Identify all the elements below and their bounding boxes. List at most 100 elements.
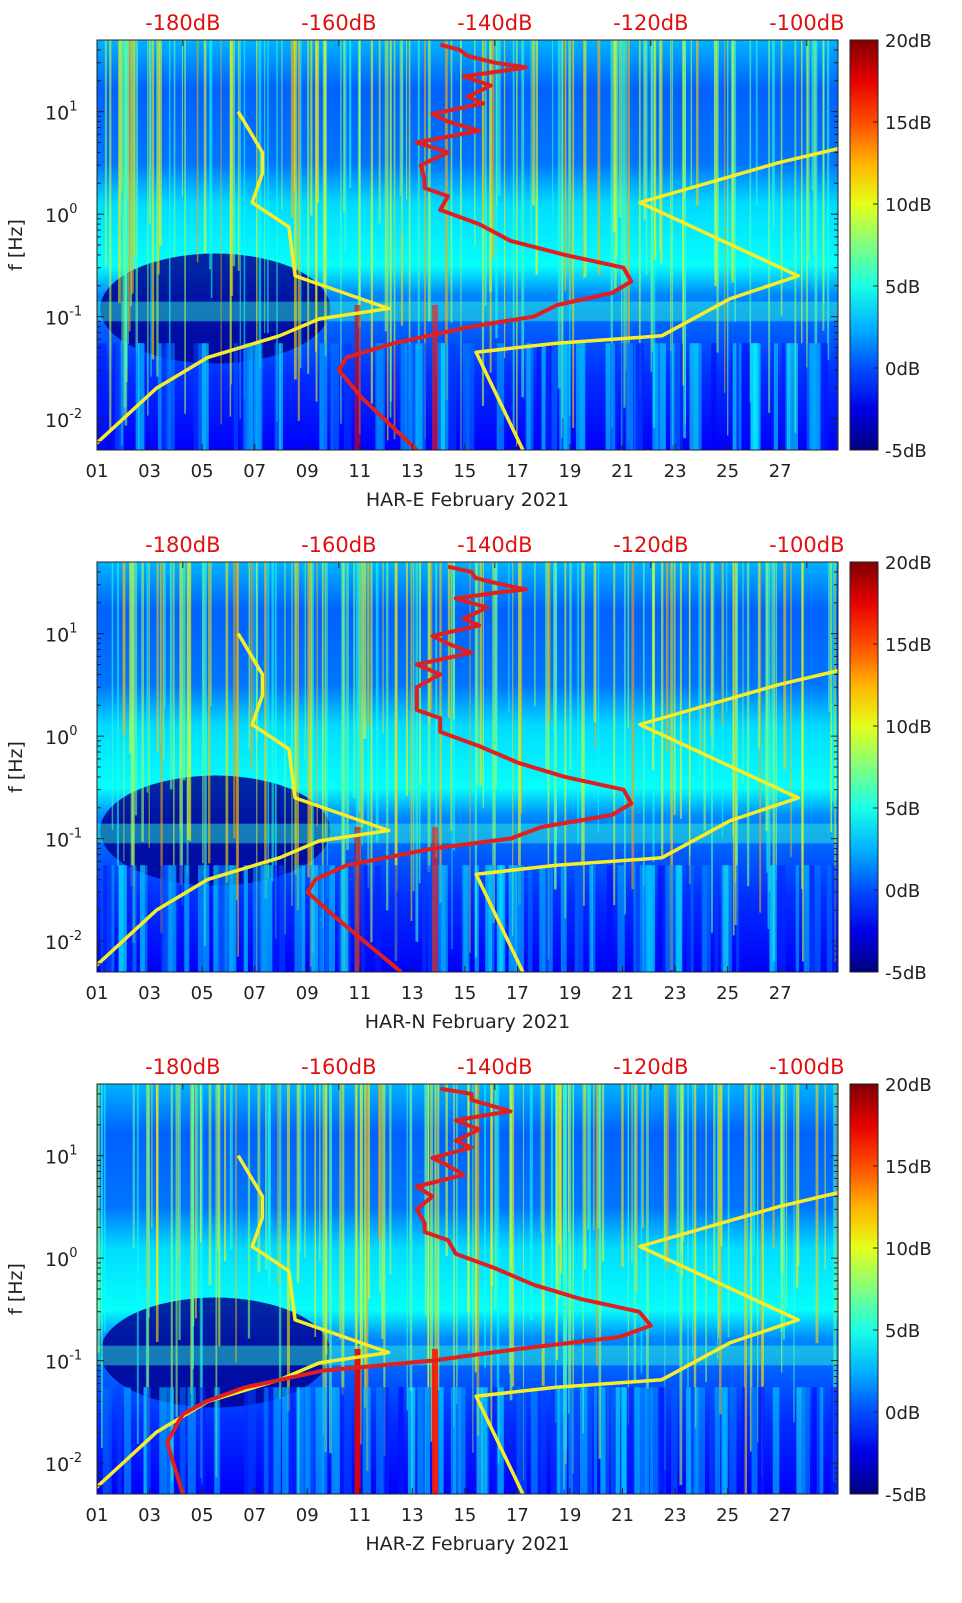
column-block — [317, 865, 323, 972]
transient-streak — [296, 1084, 300, 1283]
column-block — [758, 1387, 764, 1494]
transient-streak — [156, 562, 159, 753]
transient-streak — [256, 40, 258, 448]
transient-streak — [583, 40, 585, 279]
column-block — [496, 343, 505, 450]
y-axis-label: f [Hz] — [5, 219, 27, 271]
column-block — [780, 865, 786, 972]
column-block — [243, 343, 249, 450]
transient-streak — [178, 1084, 181, 1340]
transient-streak — [801, 562, 803, 890]
transient-streak — [324, 562, 327, 840]
colorbar-tick-label: 20dB — [885, 1075, 932, 1096]
transient-streak — [203, 40, 207, 254]
transient-streak — [700, 562, 702, 754]
transient-streak — [583, 1084, 587, 1270]
transient-streak — [719, 1084, 722, 1415]
transient-streak — [182, 562, 186, 781]
transient-streak — [196, 1084, 199, 1294]
column-block — [485, 865, 492, 972]
transient-streak — [281, 40, 283, 211]
column-block — [591, 865, 596, 972]
transient-streak — [494, 562, 496, 874]
transient-streak — [759, 562, 762, 913]
spectrogram-plot-area — [97, 1084, 838, 1494]
transient-streak — [257, 1084, 261, 1272]
transient-streak — [316, 562, 318, 827]
column-block — [659, 343, 666, 450]
colorbar-tick-label: 5dB — [885, 1321, 920, 1342]
spectrogram-plot-area — [97, 562, 838, 972]
transient-streak — [444, 40, 448, 400]
x-tick-label: 23 — [664, 1505, 687, 1526]
transient-streak — [196, 40, 199, 263]
transient-streak — [627, 562, 630, 729]
transient-streak — [229, 1084, 233, 1250]
column-block — [617, 865, 625, 972]
column-block — [806, 343, 812, 450]
column-block — [291, 1387, 299, 1494]
column-block — [786, 343, 793, 450]
column-block — [361, 865, 366, 972]
column-block — [657, 865, 665, 972]
column-block — [571, 1387, 580, 1494]
transient-streak — [484, 1084, 487, 1368]
y-tick-exponent: 0 — [69, 202, 77, 217]
transient-streak — [761, 1084, 764, 1387]
column-block — [605, 1387, 610, 1494]
transient-streak — [757, 562, 761, 749]
column-block — [826, 865, 832, 972]
column-block — [116, 343, 120, 450]
transient-streak — [565, 40, 567, 275]
y-tick-label: 100 — [45, 202, 77, 227]
transient-streak — [134, 562, 138, 816]
transient-streak — [157, 40, 160, 275]
x-tick-label: 03 — [138, 461, 161, 482]
y-tick-label: 101 — [45, 1144, 77, 1169]
transient-streak — [727, 40, 729, 436]
column-block — [690, 865, 694, 972]
column-block — [375, 865, 381, 972]
column-block — [319, 343, 328, 450]
column-block — [172, 865, 177, 972]
transient-streak — [797, 1084, 800, 1267]
transient-streak — [547, 562, 550, 960]
transient-streak — [494, 1084, 498, 1309]
transient-streak — [147, 1084, 150, 1318]
column-block — [278, 343, 283, 450]
x-tick-label: 23 — [664, 461, 687, 482]
transient-streak — [790, 562, 792, 857]
transient-streak — [828, 562, 831, 712]
column-block — [168, 343, 175, 450]
transient-streak — [389, 40, 392, 418]
column-block — [466, 343, 475, 450]
transient-streak — [749, 1084, 753, 1452]
transient-streak — [567, 1084, 570, 1414]
transient-streak — [601, 1084, 605, 1262]
transient-streak — [822, 40, 825, 331]
noise-model-high-curve — [474, 146, 838, 450]
strong-event — [432, 1348, 439, 1494]
transient-streak — [173, 40, 176, 258]
column-block — [273, 1387, 281, 1494]
column-block — [649, 1387, 658, 1494]
column-block — [297, 1387, 304, 1494]
transient-streak — [410, 562, 413, 922]
transient-streak — [409, 1084, 413, 1392]
column-block — [462, 343, 470, 450]
transient-streak — [583, 40, 587, 278]
y-tick-exponent: -2 — [69, 407, 82, 422]
transient-streak — [199, 1084, 202, 1243]
column-block — [382, 1387, 390, 1494]
column-block — [819, 1387, 824, 1494]
transient-streak — [714, 40, 718, 286]
transient-streak — [218, 1084, 221, 1347]
column-block — [562, 343, 568, 450]
transient-streak — [232, 40, 236, 267]
transient-streak — [596, 1084, 600, 1230]
transient-streak — [294, 562, 297, 875]
transient-streak — [780, 1084, 784, 1273]
column-block — [541, 343, 546, 450]
transient-streak — [340, 40, 342, 424]
transient-streak — [766, 562, 768, 873]
